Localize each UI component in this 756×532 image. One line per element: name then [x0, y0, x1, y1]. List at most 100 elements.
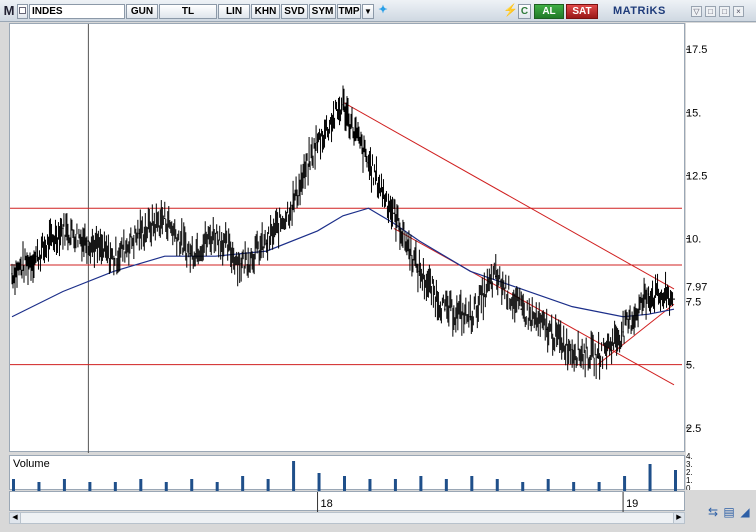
lightning-icon[interactable]: ⚡ — [503, 3, 518, 17]
trend-line — [342, 101, 675, 290]
volume-bar — [292, 461, 296, 491]
price-point — [265, 242, 268, 245]
volume-chart — [12, 461, 677, 491]
volume-chart-panel[interactable] — [9, 455, 685, 491]
volume-bar — [88, 482, 92, 491]
volume-bar — [419, 476, 423, 491]
symbol-input[interactable]: INDES — [29, 4, 125, 19]
price-chart-panel[interactable] — [9, 23, 685, 453]
price-point — [647, 293, 650, 295]
price-axis: 2.5 5. 7.5 10. 12.5 15. 17.5 7.97 4. 3. 2. 1. 0. — [686, 23, 756, 493]
volume-bar — [444, 479, 448, 491]
price-tick-label: 2.5 — [686, 423, 701, 435]
symbol-button[interactable]: SYM — [309, 4, 336, 19]
price-tick-label: 15. — [686, 107, 701, 119]
volume-tick-label: 2. — [686, 468, 693, 477]
price-point — [316, 141, 319, 144]
template-button[interactable]: TMP — [337, 4, 361, 19]
maximize-icon[interactable]: □ — [719, 6, 730, 17]
volume-bar — [62, 479, 66, 491]
price-axis-labels: 2.5 5. 7.5 10. 12.5 15. 17.5 7.97 4.3.2.1.0. — [686, 44, 707, 493]
scale-button[interactable]: LIN — [218, 4, 250, 19]
price-point — [214, 232, 217, 235]
price-point — [367, 161, 370, 164]
price-point — [494, 275, 497, 278]
period-button[interactable]: GUN — [126, 4, 158, 19]
sell-button[interactable]: SAT — [566, 4, 598, 19]
sync-icon[interactable]: ⇆ — [707, 505, 719, 519]
volume-bar — [495, 479, 499, 491]
volume-bar — [572, 482, 576, 491]
scroll-right-icon[interactable]: ▶ — [673, 513, 684, 523]
trend-line — [597, 303, 675, 366]
trend-line — [393, 227, 675, 386]
currency-button[interactable]: TL — [159, 4, 217, 19]
price-tick-label: 12.5 — [686, 170, 707, 182]
scroll-left-icon[interactable]: ◀ — [10, 513, 21, 523]
resize-icon[interactable]: ◢ — [740, 505, 750, 519]
price-chart — [10, 24, 682, 453]
price-point — [62, 227, 64, 230]
horizontal-scrollbar[interactable]: ◀ ▶ — [9, 512, 685, 524]
volume-bar — [190, 479, 194, 491]
volume-tick-label: 1. — [686, 476, 693, 485]
price-point — [596, 356, 599, 358]
price-point — [520, 308, 523, 310]
minimize-icon[interactable]: ▽ — [691, 6, 702, 17]
restore-icon[interactable]: □ — [705, 6, 716, 17]
price-point — [11, 273, 13, 275]
template-dropdown-icon[interactable]: ▼ — [362, 4, 374, 19]
twitter-icon[interactable]: ✦ — [378, 4, 388, 16]
volume-tick-label: 4. — [686, 452, 693, 461]
volume-bar — [37, 482, 41, 491]
price-point — [418, 270, 421, 273]
volume-bar — [648, 464, 652, 491]
chart-type-button[interactable]: KHN — [251, 4, 280, 19]
volume-bar — [164, 482, 168, 491]
volume-label: Volume — [13, 458, 50, 470]
price-point — [291, 204, 293, 207]
time-axis-labels: 18 19 — [317, 492, 638, 512]
refresh-icon[interactable]: C — [518, 4, 531, 19]
volume-bar — [317, 473, 321, 491]
settings-icon[interactable]: ▤ — [723, 505, 735, 519]
volume-bar — [393, 479, 397, 491]
app-logo: M — [3, 3, 15, 18]
volume-bar — [597, 482, 601, 491]
symbol-checkbox[interactable] — [17, 4, 28, 19]
volume-bar — [521, 482, 525, 491]
price-point — [87, 240, 90, 242]
price-point — [342, 103, 344, 106]
price-tick-label: 17.5 — [686, 44, 707, 56]
buy-button[interactable]: AL — [534, 4, 564, 19]
last-value-label: 7.97 — [686, 282, 707, 294]
time-tick-label: 19 — [626, 498, 638, 510]
volume-bar — [623, 476, 627, 491]
price-point — [138, 232, 141, 235]
price-point — [673, 298, 675, 300]
volume-tick-label: 3. — [686, 460, 693, 469]
chart-toolbar: M INDES GUN TL LIN KHN SVD SYM TMP ▼ ✦ ⚡… — [0, 0, 756, 22]
brand-logo: MATRiKS — [613, 5, 666, 17]
price-point — [189, 252, 192, 255]
save-button[interactable]: SVD — [281, 4, 308, 19]
price-point — [36, 255, 39, 257]
price-point — [622, 331, 624, 333]
volume-bar — [12, 479, 15, 491]
volume-bar — [470, 476, 474, 491]
time-tick-label: 18 — [321, 498, 333, 510]
price-point — [393, 212, 395, 215]
price-tick-label: 7.5 — [686, 297, 701, 309]
price-point — [113, 257, 115, 260]
volume-bar — [139, 479, 143, 491]
volume-bar — [241, 476, 245, 491]
price-tick-label: 5. — [686, 360, 695, 372]
time-axis: 18 19 — [9, 491, 685, 512]
volume-bar — [368, 479, 372, 491]
volume-bar — [546, 479, 550, 491]
volume-bar — [113, 482, 117, 491]
price-point — [444, 308, 446, 310]
price-tick-label: 10. — [686, 234, 701, 246]
close-icon[interactable]: × — [733, 6, 744, 17]
volume-bar — [343, 476, 346, 491]
